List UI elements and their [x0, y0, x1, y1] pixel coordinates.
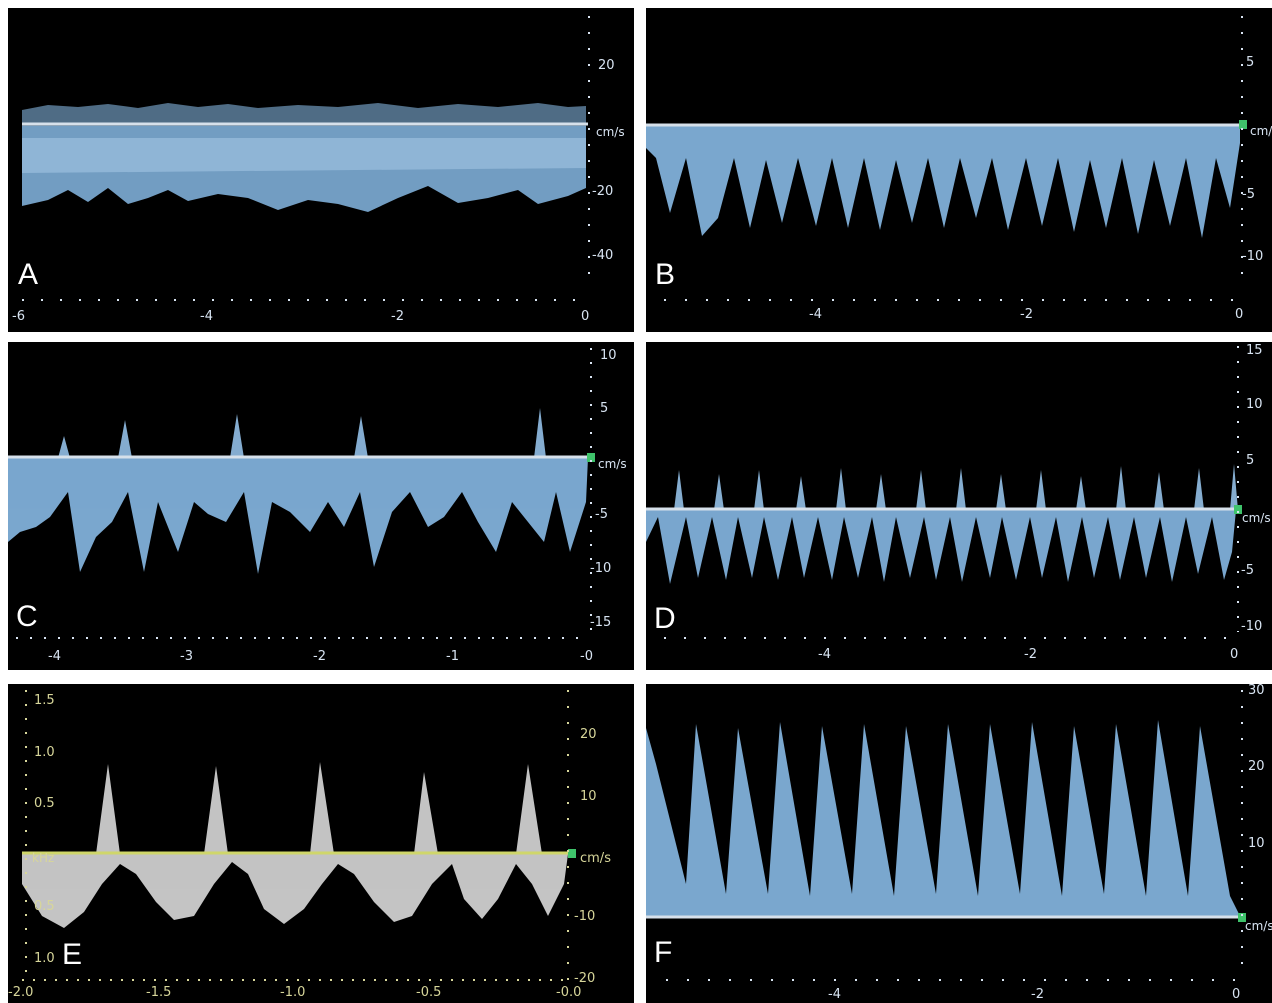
time-tick: -2 — [391, 309, 404, 324]
panel-label: E — [62, 938, 83, 971]
velocity-tick: -10 — [574, 909, 596, 924]
time-tick: -4 — [809, 307, 822, 322]
frequency-unit: kHz — [32, 851, 55, 865]
velocity-tick: 10 — [1246, 397, 1263, 412]
spectral-trace-e — [22, 690, 576, 981]
velocity-tick: 30 — [1248, 684, 1265, 698]
velocity-tick: 5 — [1246, 55, 1255, 70]
time-tick: -4 — [200, 309, 213, 324]
time-tick: 0 — [1232, 987, 1241, 1002]
time-tick: -0 — [580, 649, 593, 664]
time-tick: -0.0 — [556, 985, 582, 1000]
velocity-unit: cm/s — [598, 457, 627, 471]
velocity-tick: -40 — [592, 248, 614, 263]
velocity-tick: -20 — [574, 971, 596, 986]
panel-label: A — [18, 258, 39, 291]
panel-label: D — [654, 602, 676, 635]
doppler-panel-d: 15 10 5 cm/s -5 -10 -4 -2 0 D — [646, 342, 1272, 670]
time-tick: -1.0 — [280, 985, 306, 1000]
time-tick: -1 — [446, 649, 459, 664]
velocity-tick: 10 — [580, 789, 597, 804]
time-tick: -4 — [828, 987, 841, 1002]
time-tick: -6 — [12, 309, 25, 324]
velocity-tick: 20 — [1248, 759, 1265, 774]
frequency-tick: 1.0 — [34, 951, 55, 966]
velocity-unit: cm/s — [596, 125, 625, 139]
frequency-tick: 0.5 — [34, 796, 55, 811]
velocity-tick: 20 — [580, 727, 597, 742]
panel-label: B — [655, 258, 676, 291]
doppler-panel-e: 1.5 1.0 0.5 kHz 0.5 1.0 20 10 cm/s -10 -… — [8, 684, 634, 1003]
velocity-tick: -20 — [592, 184, 614, 199]
time-tick: -2 — [1031, 987, 1044, 1002]
velocity-tick: -5 — [595, 507, 608, 522]
time-tick: -2 — [1024, 647, 1037, 662]
frequency-tick: 0.5 — [34, 899, 55, 914]
velocity-tick: -5 — [1242, 187, 1255, 202]
velocity-unit: cm/s — [1245, 919, 1272, 933]
doppler-panel-c: 10 5 cm/s -5 -10 -15 -4 -3 -2 -1 -0 C — [8, 342, 634, 670]
time-tick: -2 — [1020, 307, 1033, 322]
spectral-trace-b — [646, 16, 1247, 301]
panel-label: C — [16, 600, 38, 633]
panel-label: F — [654, 936, 673, 969]
velocity-tick: 15 — [1246, 343, 1263, 358]
time-tick: -2 — [313, 649, 326, 664]
spectral-trace-d — [646, 346, 1242, 639]
time-tick: -2.0 — [8, 985, 34, 1000]
velocity-tick: -10 — [1242, 249, 1264, 264]
time-tick: -1.5 — [146, 985, 172, 1000]
velocity-tick: -10 — [590, 561, 612, 576]
time-tick: 0 — [1230, 647, 1239, 662]
doppler-panel-a: 20 cm/s -20 -40 -6 -4 -2 0 A — [8, 8, 634, 332]
time-tick: -4 — [818, 647, 831, 662]
velocity-tick: -15 — [590, 615, 612, 630]
time-tick: -4 — [48, 649, 61, 664]
doppler-panel-b: 5 cm/ -5 -10 -4 -2 0 B — [646, 8, 1272, 332]
velocity-tick: 5 — [1246, 453, 1255, 468]
time-tick: 0 — [581, 309, 590, 324]
frequency-tick: 1.0 — [34, 745, 55, 760]
velocity-tick: 10 — [1248, 836, 1265, 851]
spectral-trace-c — [8, 348, 595, 639]
time-tick: -0.5 — [416, 985, 442, 1000]
time-tick: -3 — [180, 649, 193, 664]
velocity-unit: cm/ — [1250, 124, 1272, 138]
velocity-tick: 5 — [600, 401, 609, 416]
velocity-tick: 10 — [600, 348, 617, 363]
doppler-panel-f: 30 20 10 cm/s -4 -2 0 F — [646, 684, 1272, 1003]
spectral-trace-f — [646, 690, 1246, 981]
velocity-tick: 20 — [598, 58, 615, 73]
velocity-tick: -5 — [1241, 563, 1254, 578]
velocity-unit: cm/s — [580, 851, 611, 866]
velocity-unit: cm/s — [1242, 511, 1271, 525]
frequency-tick: 1.5 — [34, 693, 55, 708]
velocity-tick: -10 — [1241, 619, 1263, 634]
spectral-trace-a — [22, 16, 590, 301]
time-tick: 0 — [1235, 307, 1244, 322]
